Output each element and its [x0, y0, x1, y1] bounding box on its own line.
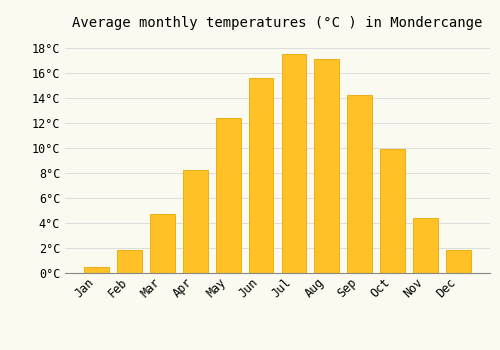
Title: Average monthly temperatures (°C ) in Mondercange: Average monthly temperatures (°C ) in Mo…	[72, 16, 482, 30]
Bar	[150, 214, 174, 273]
Bar	[282, 54, 306, 273]
Bar	[446, 251, 470, 273]
Bar	[216, 118, 240, 273]
Bar	[314, 59, 339, 273]
Bar	[248, 78, 274, 273]
Bar	[380, 149, 405, 273]
Bar	[84, 267, 109, 273]
Bar	[348, 95, 372, 273]
Bar	[183, 170, 208, 273]
Bar	[413, 218, 438, 273]
Bar	[117, 251, 142, 273]
